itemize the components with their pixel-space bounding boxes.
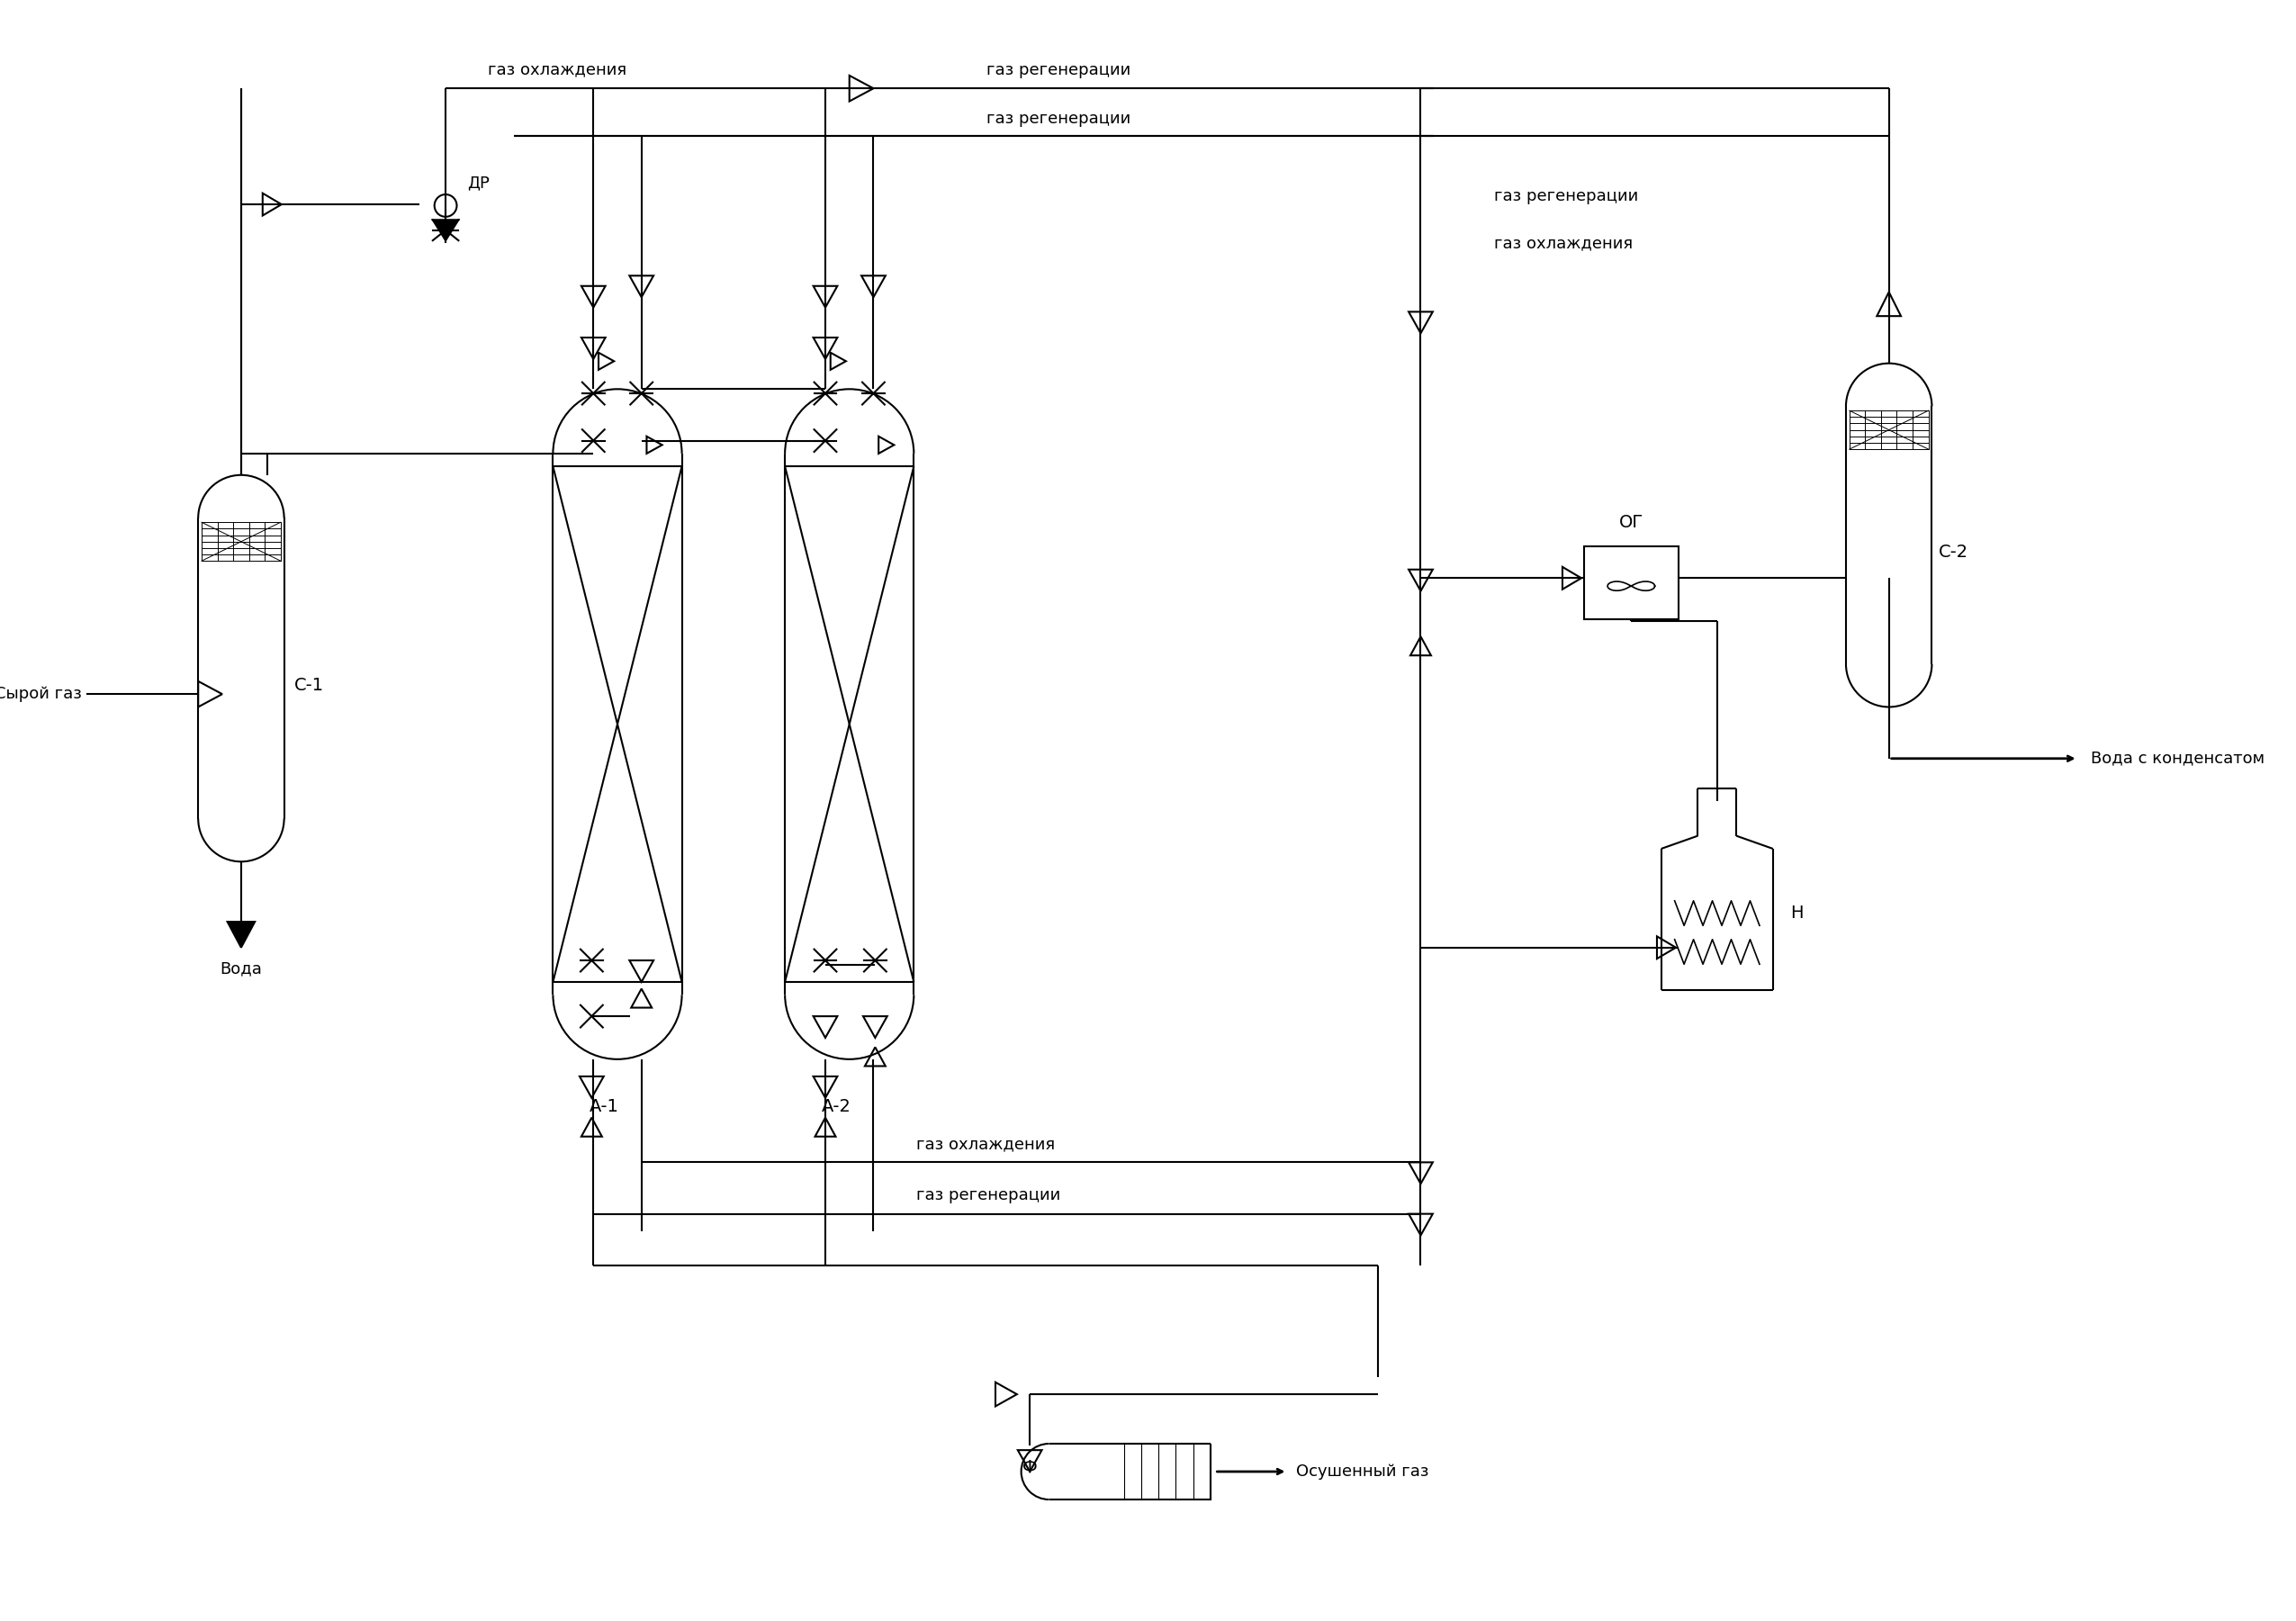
Text: Н: Н [1791, 905, 1802, 922]
Text: Сырой газ: Сырой газ [0, 686, 83, 702]
Text: Осушенный газ: Осушенный газ [1297, 1464, 1428, 1480]
Text: Вода: Вода [220, 960, 262, 976]
Bar [1584, 546, 1678, 619]
Text: А-2: А-2 [822, 1097, 852, 1115]
Text: С-2: С-2 [1938, 543, 1968, 561]
Polygon shape [432, 220, 459, 240]
Text: газ регенерации: газ регенерации [987, 110, 1132, 126]
Text: ДР: ДР [466, 175, 489, 191]
Text: С-1: С-1 [294, 678, 324, 694]
Text: газ регенерации: газ регенерации [987, 62, 1132, 78]
Text: Ф: Ф [1022, 1459, 1038, 1475]
Polygon shape [227, 922, 255, 948]
Text: газ регенерации: газ регенерации [916, 1187, 1061, 1203]
Text: А-1: А-1 [590, 1097, 620, 1115]
Text: Вода с конденсатом: Вода с конденсатом [2092, 751, 2264, 767]
Text: газ регенерации: газ регенерации [1495, 188, 1637, 204]
Text: газ охлаждения: газ охлаждения [1495, 235, 1632, 251]
Text: ОГ: ОГ [1619, 514, 1644, 530]
Text: газ охлаждения: газ охлаждения [916, 1136, 1056, 1153]
Text: газ охлаждения: газ охлаждения [489, 62, 627, 78]
